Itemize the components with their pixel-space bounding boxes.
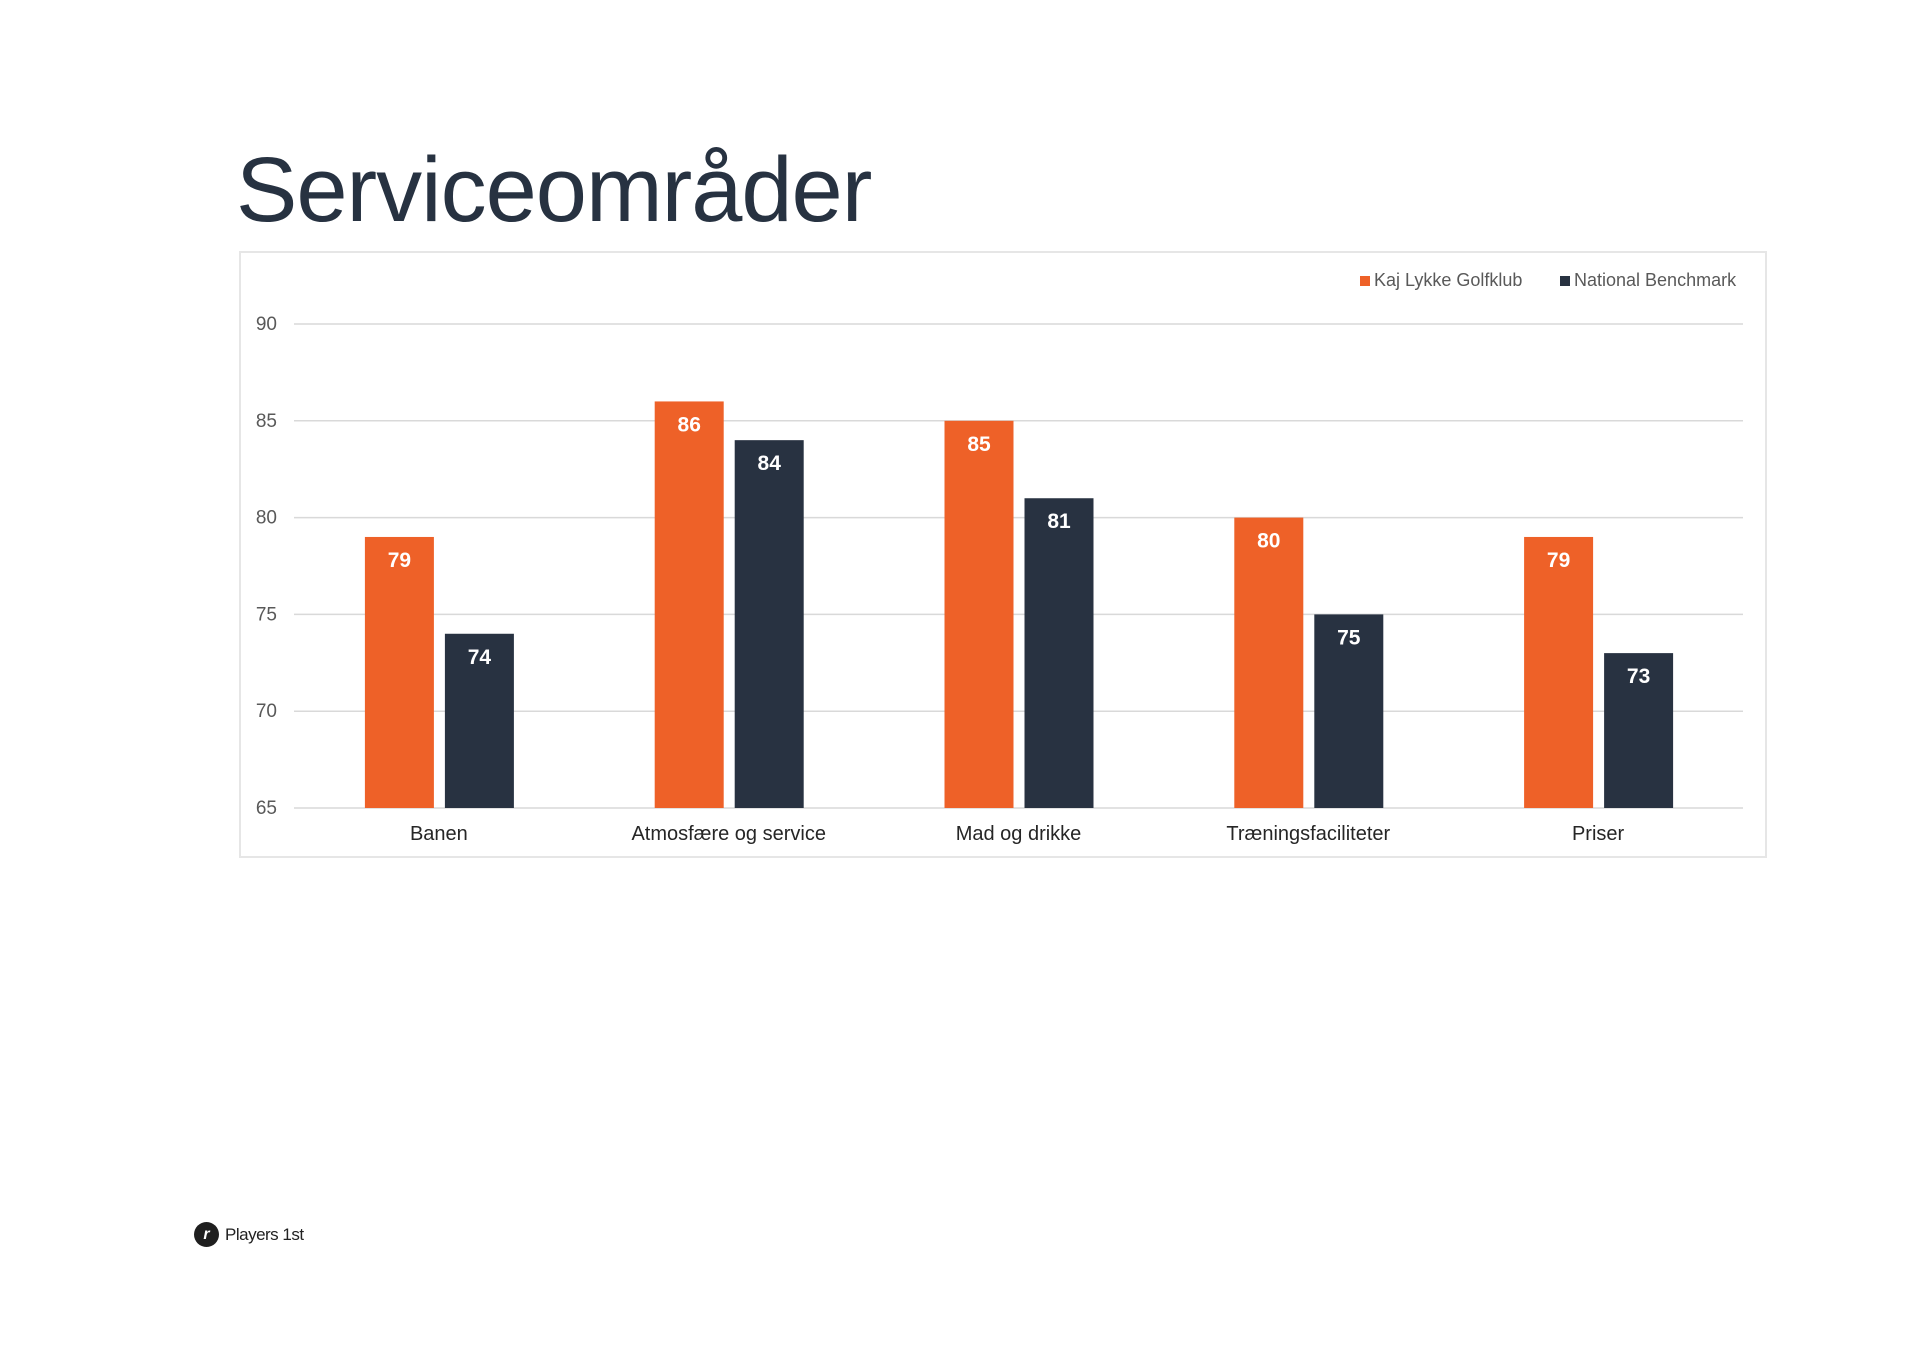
bar-club (944, 420, 1014, 808)
bar-club (364, 536, 434, 808)
bar-chart: 65 70 75 80 85 90 79 74 Banen 86 84 Atmosfære og se… (256, 314, 1743, 845)
data-label: 74 (468, 646, 492, 669)
legend-swatch (1560, 275, 1570, 286)
y-tick-label: 85 (256, 411, 277, 432)
data-label: 75 (1337, 626, 1361, 649)
logo-icon: r (194, 1222, 219, 1247)
data-label: 79 (388, 549, 411, 572)
page-title: Serviceområder (236, 139, 872, 241)
bar-club (1234, 517, 1304, 808)
y-tick-label: 70 (256, 701, 277, 722)
bar-benchmark (444, 633, 514, 808)
players-1st-logo: r Players 1st (194, 1222, 304, 1247)
legend-item-kaj-lykke: Kaj Lykke Golfklub (1360, 270, 1522, 291)
x-tick-label: Mad og drikke (956, 823, 1082, 845)
data-label: 86 (678, 413, 701, 436)
x-tick-label: Træningsfaciliteter (1226, 823, 1390, 845)
x-tick-label: Atmosfære og service (631, 823, 826, 845)
y-tick-label: 75 (256, 604, 277, 625)
data-label: 84 (758, 452, 782, 475)
bar-benchmark (734, 440, 804, 808)
logo-text: Players 1st (225, 1224, 304, 1244)
bar-benchmark (1024, 498, 1094, 808)
x-tick-label: Priser (1572, 823, 1625, 845)
y-tick-label: 65 (256, 798, 277, 819)
data-label: 73 (1627, 665, 1650, 688)
legend-label: Kaj Lykke Golfklub (1374, 270, 1523, 290)
chart-frame (239, 251, 1767, 858)
data-label: 79 (1547, 549, 1570, 572)
bar-benchmark (1314, 614, 1384, 808)
legend-item-national: National Benchmark (1560, 270, 1736, 291)
legend-swatch (1360, 275, 1370, 286)
data-label: 85 (967, 433, 991, 456)
bar-club (654, 401, 724, 808)
bar-club (1524, 536, 1594, 808)
y-tick-label: 80 (256, 508, 277, 529)
legend-label: National Benchmark (1574, 270, 1737, 290)
bar-benchmark (1604, 653, 1674, 808)
data-label: 81 (1047, 510, 1071, 533)
y-tick-label: 90 (256, 314, 277, 335)
x-tick-label: Banen (410, 823, 468, 845)
data-label: 80 (1257, 530, 1280, 553)
